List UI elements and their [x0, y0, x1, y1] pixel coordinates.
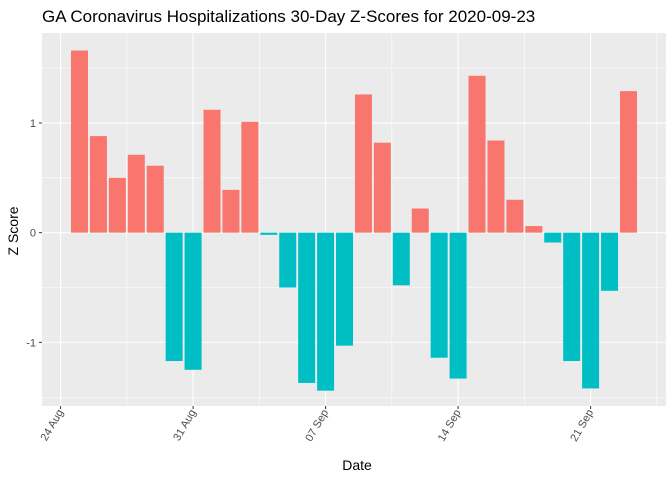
bar — [89, 136, 107, 233]
bar — [241, 121, 259, 233]
bar — [203, 109, 221, 233]
y-axis-title: Z Score — [5, 206, 21, 255]
y-tick-label: 1 — [30, 118, 36, 130]
bar — [127, 154, 145, 233]
bars — [71, 50, 637, 391]
bar — [354, 94, 372, 233]
bar — [260, 232, 278, 235]
bar — [392, 232, 410, 286]
bar — [222, 189, 240, 233]
bar — [184, 232, 202, 370]
x-tick-label: 24 Aug — [39, 408, 67, 444]
x-axis-title: Date — [342, 457, 372, 473]
x-tick-label: 14 Sep — [436, 408, 464, 444]
chart-title: GA Coronavirus Hospitalizations 30-Day Z… — [42, 7, 535, 26]
bar — [411, 208, 429, 233]
bar — [582, 232, 600, 389]
x-axis: 24 Aug 31 Aug 07 Sep 14 Sep 21 Sep — [39, 406, 596, 444]
y-tick-label: 0 — [30, 228, 36, 240]
x-tick-label: 31 Aug — [171, 408, 199, 444]
bar — [468, 75, 486, 233]
bar — [430, 232, 448, 358]
bar — [449, 232, 467, 379]
bar — [544, 232, 562, 243]
y-axis: -1 0 1 — [26, 118, 42, 349]
plot-panel — [42, 33, 666, 406]
bar — [108, 177, 126, 233]
bar — [298, 232, 316, 383]
bar — [373, 142, 391, 233]
bar — [146, 165, 164, 233]
bar — [601, 232, 619, 291]
bar — [525, 226, 543, 233]
x-tick-label: 21 Sep — [568, 408, 596, 444]
bar — [336, 232, 354, 346]
bar — [317, 232, 335, 391]
bar — [165, 232, 183, 362]
bar — [619, 91, 637, 233]
bar — [563, 232, 581, 362]
bar — [506, 199, 524, 233]
bar — [71, 50, 88, 233]
y-tick-label: -1 — [26, 337, 36, 349]
x-tick-label: 07 Sep — [303, 408, 331, 444]
bar — [279, 232, 297, 288]
bar — [487, 140, 505, 233]
